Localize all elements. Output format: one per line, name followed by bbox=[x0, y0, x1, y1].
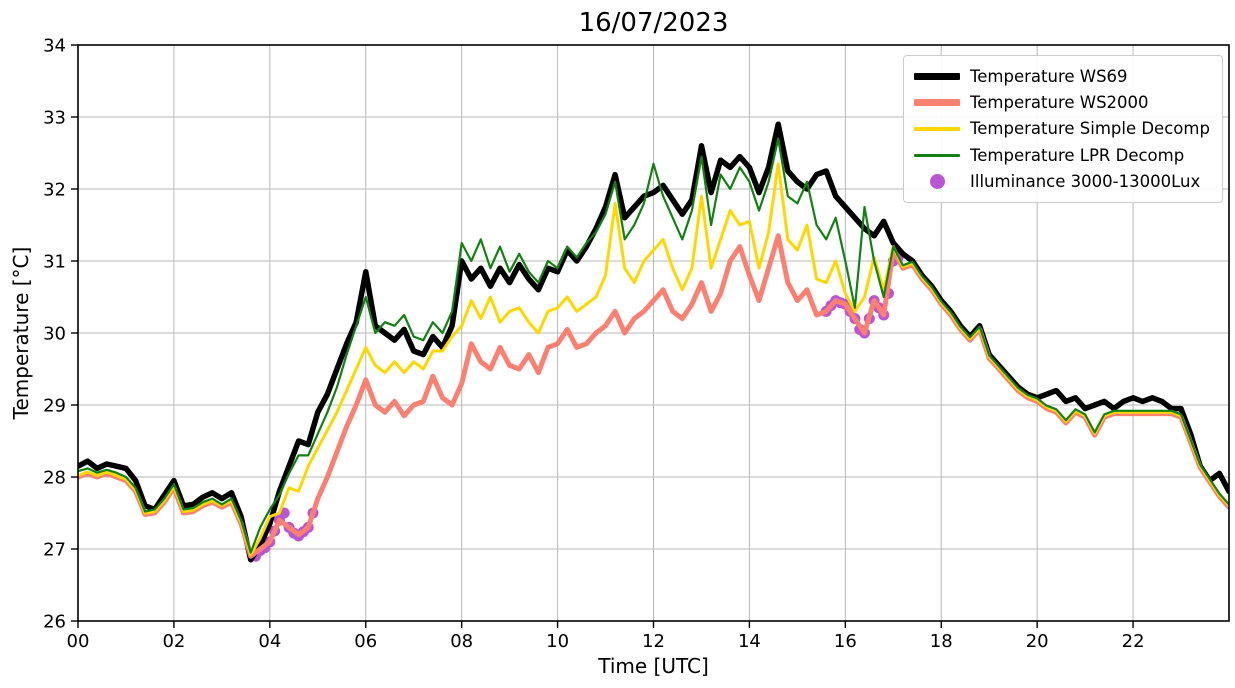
plot-data bbox=[78, 121, 1229, 563]
series-illuminance-3000-13000lux bbox=[249, 251, 904, 562]
series-temperature-simple-decomp bbox=[78, 162, 1229, 557]
legend-label-ws2000: Temperature WS2000 bbox=[970, 93, 1149, 113]
x-axis-label: Time [UTC] bbox=[598, 654, 709, 678]
x-tick-label: 00 bbox=[67, 631, 90, 652]
x-tick-label: 08 bbox=[450, 631, 473, 652]
legend-item-ws69: Temperature WS69 bbox=[913, 63, 1212, 89]
series-temperature-lpr-decomp bbox=[78, 137, 1229, 554]
legend-item-illuminance: Illuminance 3000-13000Lux bbox=[913, 169, 1212, 195]
legend-label-illuminance: Illuminance 3000-13000Lux bbox=[970, 172, 1201, 192]
x-tick-label: 20 bbox=[1026, 631, 1049, 652]
y-tick-label: 31 bbox=[43, 252, 66, 273]
y-tick-label: 30 bbox=[43, 324, 66, 345]
y-tick-label: 32 bbox=[43, 180, 66, 201]
x-tick-label: 06 bbox=[354, 631, 377, 652]
x-tick-label: 14 bbox=[738, 631, 761, 652]
y-tick-label: 29 bbox=[43, 396, 66, 417]
y-tick-label: 33 bbox=[43, 108, 66, 129]
legend-swatch-simple-decomp-line-icon bbox=[913, 126, 961, 132]
y-tick-label: 26 bbox=[43, 612, 66, 633]
y-tick-label: 28 bbox=[43, 468, 66, 489]
x-tick-label: 10 bbox=[546, 631, 569, 652]
legend-item-lpr-decomp: Temperature LPR Decomp bbox=[913, 142, 1212, 168]
y-tick-label: 27 bbox=[43, 540, 66, 561]
y-tick-label: 34 bbox=[43, 36, 66, 57]
x-tick-label: 22 bbox=[1122, 631, 1145, 652]
chart-title: 16/07/2023 bbox=[578, 8, 729, 38]
legend-item-ws2000: Temperature WS2000 bbox=[913, 89, 1212, 115]
x-tick-label: 02 bbox=[162, 631, 185, 652]
legend-label-simple-decomp: Temperature Simple Decomp bbox=[970, 119, 1210, 139]
legend-swatch-ws2000-line-icon bbox=[913, 99, 961, 106]
legend-swatch-ws69-line-icon bbox=[913, 72, 961, 80]
legend-swatch-illuminance-dot-icon bbox=[913, 174, 961, 190]
x-tick-label: 18 bbox=[930, 631, 953, 652]
axis-ticks: 00 02 04 06 08 10 12 14 16 18 20 22 26 27 28 29 30 31 32 33… bbox=[43, 36, 1144, 653]
legend-label-ws69: Temperature WS69 bbox=[970, 66, 1128, 86]
legend: Temperature WS69 Temperature WS2000 Temp… bbox=[903, 55, 1223, 203]
legend-item-simple-decomp: Temperature Simple Decomp bbox=[913, 116, 1212, 142]
x-tick-label: 12 bbox=[642, 631, 665, 652]
x-tick-label: 04 bbox=[258, 631, 281, 652]
y-axis-label: Temperature [°C] bbox=[9, 246, 33, 420]
legend-swatch-lpr-decomp-line-icon bbox=[913, 153, 961, 158]
legend-label-lpr-decomp: Temperature LPR Decomp bbox=[970, 145, 1185, 165]
x-tick-label: 16 bbox=[834, 631, 857, 652]
